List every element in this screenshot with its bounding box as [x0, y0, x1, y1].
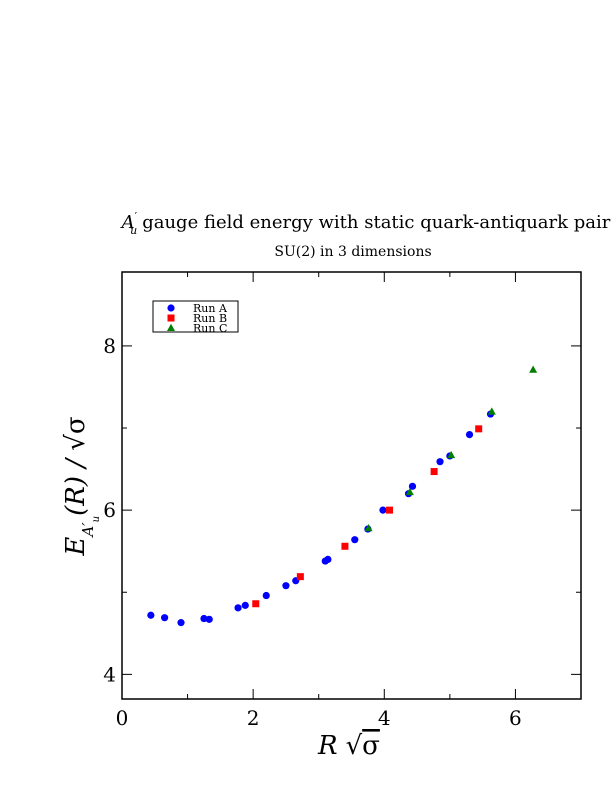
data-point [465, 430, 474, 439]
data-points [147, 365, 538, 627]
plot-frame [121, 271, 582, 700]
data-point [529, 365, 538, 373]
data-point [379, 506, 387, 514]
data-point [241, 601, 249, 609]
data-point [430, 468, 438, 476]
data-point [161, 614, 169, 622]
legend-label: Run A [193, 302, 228, 315]
y-tick-label: 4 [103, 662, 116, 686]
data-point [147, 611, 155, 619]
data-point [341, 542, 349, 550]
series-run-c [364, 365, 538, 532]
data-point [282, 582, 290, 590]
legend-marker [167, 314, 175, 322]
data-point [364, 524, 373, 532]
data-point [262, 591, 270, 600]
data-point [351, 536, 359, 544]
legend-box [152, 300, 239, 333]
data-point [405, 487, 414, 496]
chart-title: A′ u gauge field energy with static quark-… [120, 210, 611, 237]
data-point [408, 482, 417, 490]
svg-text:R√σ: R √σ [317, 731, 380, 761]
chart-subtitle: SU(2) in 3 dimensions [274, 244, 431, 260]
data-point [205, 615, 213, 623]
x-axis-label: R √σ [317, 731, 380, 761]
x-tick-label: 6 [509, 706, 522, 730]
data-point [177, 619, 185, 627]
data-point [252, 600, 260, 608]
data-point [447, 450, 456, 459]
tick-labels: 0 2 4 6 4 6 8 [103, 334, 522, 730]
data-point [436, 458, 444, 466]
y-tick-label: 8 [103, 334, 116, 358]
axis-ticks [121, 272, 582, 699]
legend-marker [167, 304, 175, 312]
legend-label: Run C [193, 322, 227, 335]
data-point [487, 407, 496, 415]
data-point [475, 425, 483, 433]
y-axis-label: EA′u(R) / √σ [61, 416, 102, 556]
x-tick-label: 0 [116, 706, 129, 730]
data-point [386, 506, 394, 514]
legend-marker [167, 323, 175, 331]
series-run-a [147, 410, 495, 627]
data-point [296, 573, 304, 581]
data-point [324, 555, 332, 564]
y-tick-label: 6 [103, 498, 116, 522]
svg-text:EA′u(R) / √σ: EA′u(R) / √σ [61, 416, 102, 556]
x-tick-label: 2 [247, 706, 260, 730]
data-point [234, 604, 242, 612]
x-tick-label: 4 [378, 706, 391, 730]
legend-label: Run B [193, 312, 227, 325]
series-run-b [252, 425, 483, 608]
